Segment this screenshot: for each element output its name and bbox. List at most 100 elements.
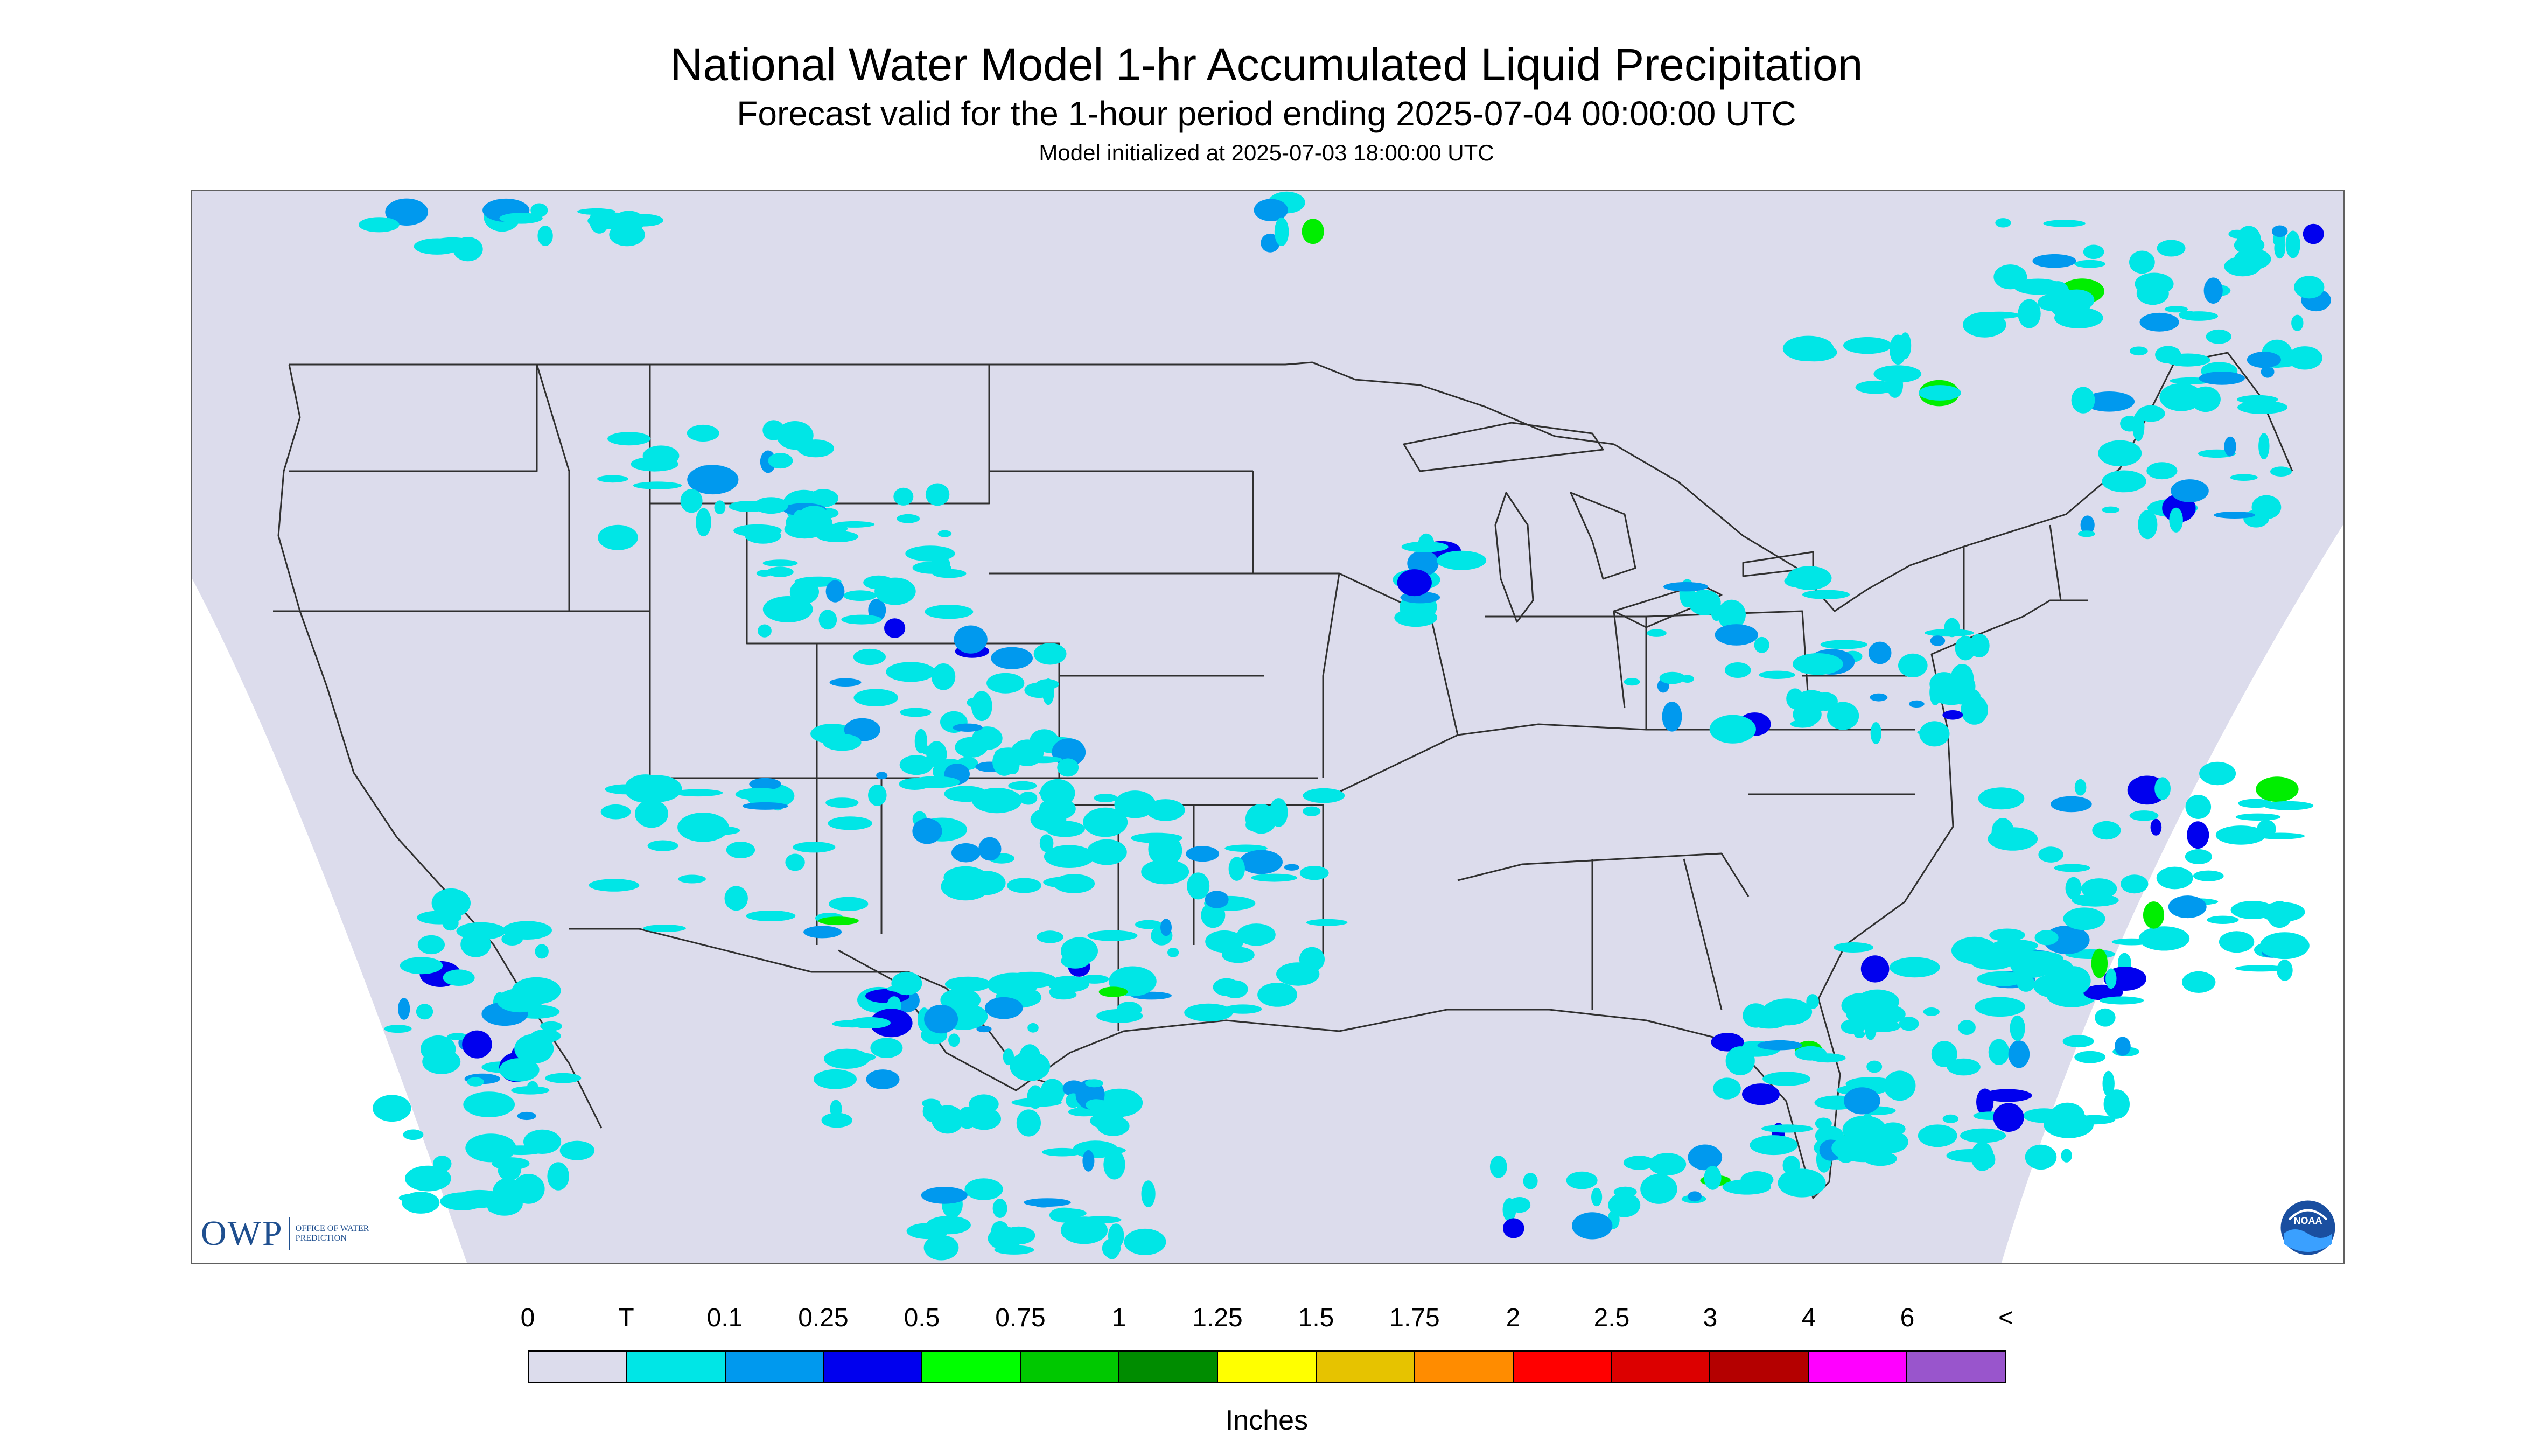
precip-cell: [1918, 1124, 1957, 1147]
precip-cell: [1761, 1124, 1813, 1133]
precip-cell: [1213, 978, 1240, 996]
precip-cell: [762, 559, 798, 567]
precip-cell: [537, 226, 553, 246]
precip-cell: [1951, 936, 1998, 964]
precip-cell: [2185, 795, 2212, 819]
lake-michigan: [1494, 492, 1534, 623]
precip-cell: [1663, 582, 1708, 592]
precip-cell: [2083, 244, 2104, 260]
precip-cell: [453, 1189, 506, 1208]
precip-cell: [951, 843, 981, 863]
precip-cell: [1623, 1156, 1655, 1170]
precip-cell: [2115, 1037, 2131, 1056]
legend-swatch: [1513, 1352, 1612, 1382]
precip-cell: [1806, 994, 1819, 1009]
precip-cell: [1090, 1112, 1122, 1129]
precip-cell: [2051, 796, 2092, 813]
precip-cell: [680, 489, 703, 513]
precip-cell: [462, 1030, 492, 1059]
precip-cell: [925, 605, 974, 619]
precip-cell: [589, 879, 640, 892]
precip-cell: [1251, 873, 1298, 882]
precip-cell: [443, 969, 475, 986]
precip-cell: [1947, 1058, 1981, 1076]
precip-cell: [2017, 975, 2035, 992]
legend-tick-label: 1.75: [1389, 1304, 1440, 1332]
precip-cell: [1057, 758, 1079, 777]
legend-swatch: [824, 1352, 923, 1382]
precip-cell: [2018, 299, 2041, 328]
precip-cell: [1085, 1079, 1104, 1088]
precip-cell: [1841, 1019, 1866, 1034]
precip-cell: [1960, 1128, 2006, 1143]
precip-cell: [2038, 846, 2063, 863]
precip-cell: [1899, 332, 1912, 359]
precip-cell: [724, 886, 748, 911]
precip-cell: [607, 432, 651, 446]
precip-cell: [2164, 306, 2188, 313]
precip-cell: [2050, 1102, 2085, 1129]
precip-cell: [2199, 761, 2236, 786]
precip-cell: [967, 1108, 1001, 1130]
precip-cell: [2263, 801, 2314, 810]
precip-cell: [2132, 412, 2145, 442]
precip-cell: [1261, 233, 1280, 253]
precip-cell: [1303, 806, 1321, 816]
precip-cell: [1860, 955, 1890, 983]
precip-cell: [1613, 1186, 1637, 1198]
precip-cell: [1944, 618, 1960, 638]
legend-swatch: [1710, 1352, 1809, 1382]
precip-cell: [1930, 635, 1946, 646]
precip-cell: [687, 465, 739, 495]
precip-cell: [1855, 380, 1896, 394]
precip-cell: [1873, 365, 1922, 383]
precip-cell: [2187, 821, 2209, 849]
precip-cell: [884, 618, 906, 638]
precip-cell: [1503, 1218, 1524, 1238]
precip-cell: [514, 1034, 554, 1064]
precip-cell: [2137, 405, 2165, 422]
precip-cell: [905, 545, 955, 562]
precip-cell: [964, 1178, 1003, 1200]
precip-cell: [897, 514, 920, 523]
precip-cell: [2080, 515, 2095, 535]
precip-cell: [2235, 813, 2281, 821]
precip-cell: [2251, 495, 2282, 520]
precip-cell: [1080, 1216, 1122, 1224]
precip-cell: [1715, 624, 1758, 646]
precip-cell: [600, 804, 631, 820]
precip-cell: [2159, 383, 2203, 411]
precip-cell: [976, 1026, 992, 1033]
precip-cell: [2130, 346, 2148, 356]
precip-cell: [1880, 1122, 1906, 1136]
precip-cell: [1827, 702, 1859, 730]
precip-cell: [465, 1133, 516, 1163]
precip-cell: [405, 1165, 451, 1192]
precip-cell: [431, 888, 471, 918]
precip-cell: [633, 481, 682, 489]
precip-cell: [971, 788, 1022, 814]
precip-cell: [824, 1048, 870, 1069]
precip-cell: [1114, 790, 1156, 818]
precip-cell: [502, 921, 552, 940]
precip-cell: [403, 1129, 424, 1140]
precip-cell: [2259, 932, 2310, 960]
precip-cell: [511, 1086, 550, 1095]
precip-cell: [463, 1091, 515, 1117]
precip-cell: [899, 755, 933, 775]
precip-cell: [1863, 1020, 1901, 1032]
precip-cell: [2270, 466, 2292, 477]
precip-cell: [2143, 901, 2165, 929]
precip-cell: [2236, 226, 2261, 253]
precip-cell: [517, 1111, 536, 1121]
precip-cell: [1813, 692, 1838, 711]
precip-cell: [2185, 849, 2212, 864]
legend-tick-label: 6: [1900, 1304, 1915, 1332]
precip-cell: [1884, 1070, 1916, 1101]
precip-cell: [799, 506, 828, 523]
precip-cell: [2071, 387, 2095, 414]
precip-cell: [793, 510, 806, 528]
precip-cell: [1793, 703, 1822, 726]
precip-cell: [733, 524, 782, 537]
precip-cell: [1037, 930, 1063, 943]
